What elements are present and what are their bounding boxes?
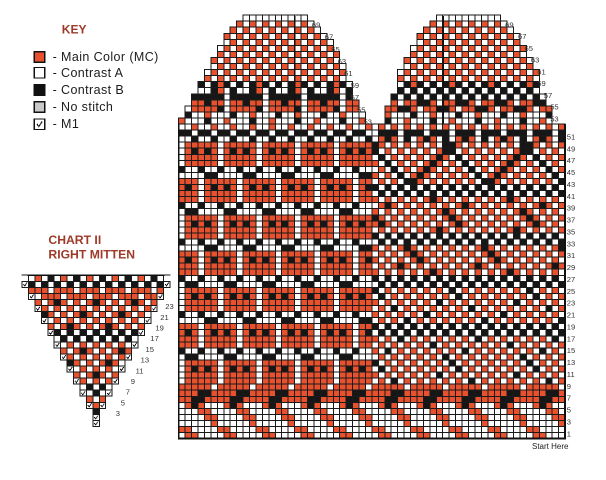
svg-text:67: 67	[325, 33, 333, 42]
svg-text:61: 61	[344, 69, 352, 78]
svg-text:3: 3	[567, 417, 571, 426]
svg-text:53: 53	[364, 117, 372, 126]
svg-text:45: 45	[567, 168, 575, 177]
svg-text:69: 69	[505, 20, 513, 29]
svg-text:31: 31	[567, 251, 575, 260]
svg-text:49: 49	[567, 144, 575, 153]
svg-text:5: 5	[121, 398, 125, 407]
svg-text:- Main Color (MC): - Main Color (MC)	[53, 50, 159, 64]
svg-text:- Contrast A: - Contrast A	[53, 66, 124, 80]
svg-text:65: 65	[525, 44, 533, 53]
svg-text:63: 63	[338, 57, 346, 66]
svg-text:53: 53	[550, 114, 558, 123]
svg-text:43: 43	[567, 180, 575, 189]
svg-text:13: 13	[141, 356, 149, 365]
svg-text:- No stitch: - No stitch	[53, 100, 114, 114]
svg-text:9: 9	[567, 382, 571, 391]
svg-text:63: 63	[531, 56, 539, 65]
svg-text:57: 57	[351, 93, 359, 102]
svg-text:11: 11	[136, 366, 144, 375]
svg-text:5: 5	[567, 406, 571, 415]
svg-text:7: 7	[126, 388, 130, 397]
svg-text:- Contrast B: - Contrast B	[53, 83, 125, 97]
svg-text:1: 1	[567, 429, 571, 438]
svg-text:19: 19	[567, 323, 575, 332]
svg-text:35: 35	[567, 228, 575, 237]
svg-text:57: 57	[544, 91, 552, 100]
svg-text:CHART II: CHART II	[48, 233, 101, 247]
svg-text:11: 11	[567, 370, 575, 379]
svg-text:37: 37	[567, 216, 575, 225]
svg-text:27: 27	[567, 275, 575, 284]
svg-text:3: 3	[116, 409, 120, 418]
svg-text:Start Here: Start Here	[532, 442, 569, 451]
svg-text:13: 13	[567, 358, 575, 367]
svg-text:23: 23	[567, 299, 575, 308]
svg-text:33: 33	[567, 239, 575, 248]
svg-text:65: 65	[331, 45, 339, 54]
svg-text:69: 69	[312, 21, 320, 30]
svg-text:RIGHT MITTEN: RIGHT MITTEN	[48, 248, 135, 262]
svg-text:15: 15	[567, 346, 575, 355]
svg-text:19: 19	[155, 324, 163, 333]
svg-text:59: 59	[537, 79, 545, 88]
svg-text:7: 7	[567, 394, 571, 403]
svg-text:23: 23	[165, 302, 173, 311]
svg-text:15: 15	[146, 345, 154, 354]
svg-text:- M1: - M1	[53, 117, 80, 131]
svg-text:29: 29	[567, 263, 575, 272]
svg-text:59: 59	[351, 81, 359, 90]
svg-text:21: 21	[567, 311, 575, 320]
svg-text:9: 9	[131, 377, 135, 386]
svg-text:55: 55	[357, 105, 365, 114]
svg-text:39: 39	[567, 204, 575, 213]
svg-text:21: 21	[160, 313, 168, 322]
svg-text:47: 47	[567, 156, 575, 165]
svg-text:51: 51	[567, 133, 575, 142]
svg-text:17: 17	[150, 334, 158, 343]
svg-text:KEY: KEY	[62, 23, 87, 37]
svg-text:67: 67	[518, 32, 526, 41]
svg-text:41: 41	[567, 192, 575, 201]
svg-text:17: 17	[567, 334, 575, 343]
svg-text:25: 25	[567, 287, 575, 296]
svg-text:55: 55	[550, 103, 558, 112]
svg-text:61: 61	[537, 67, 545, 76]
